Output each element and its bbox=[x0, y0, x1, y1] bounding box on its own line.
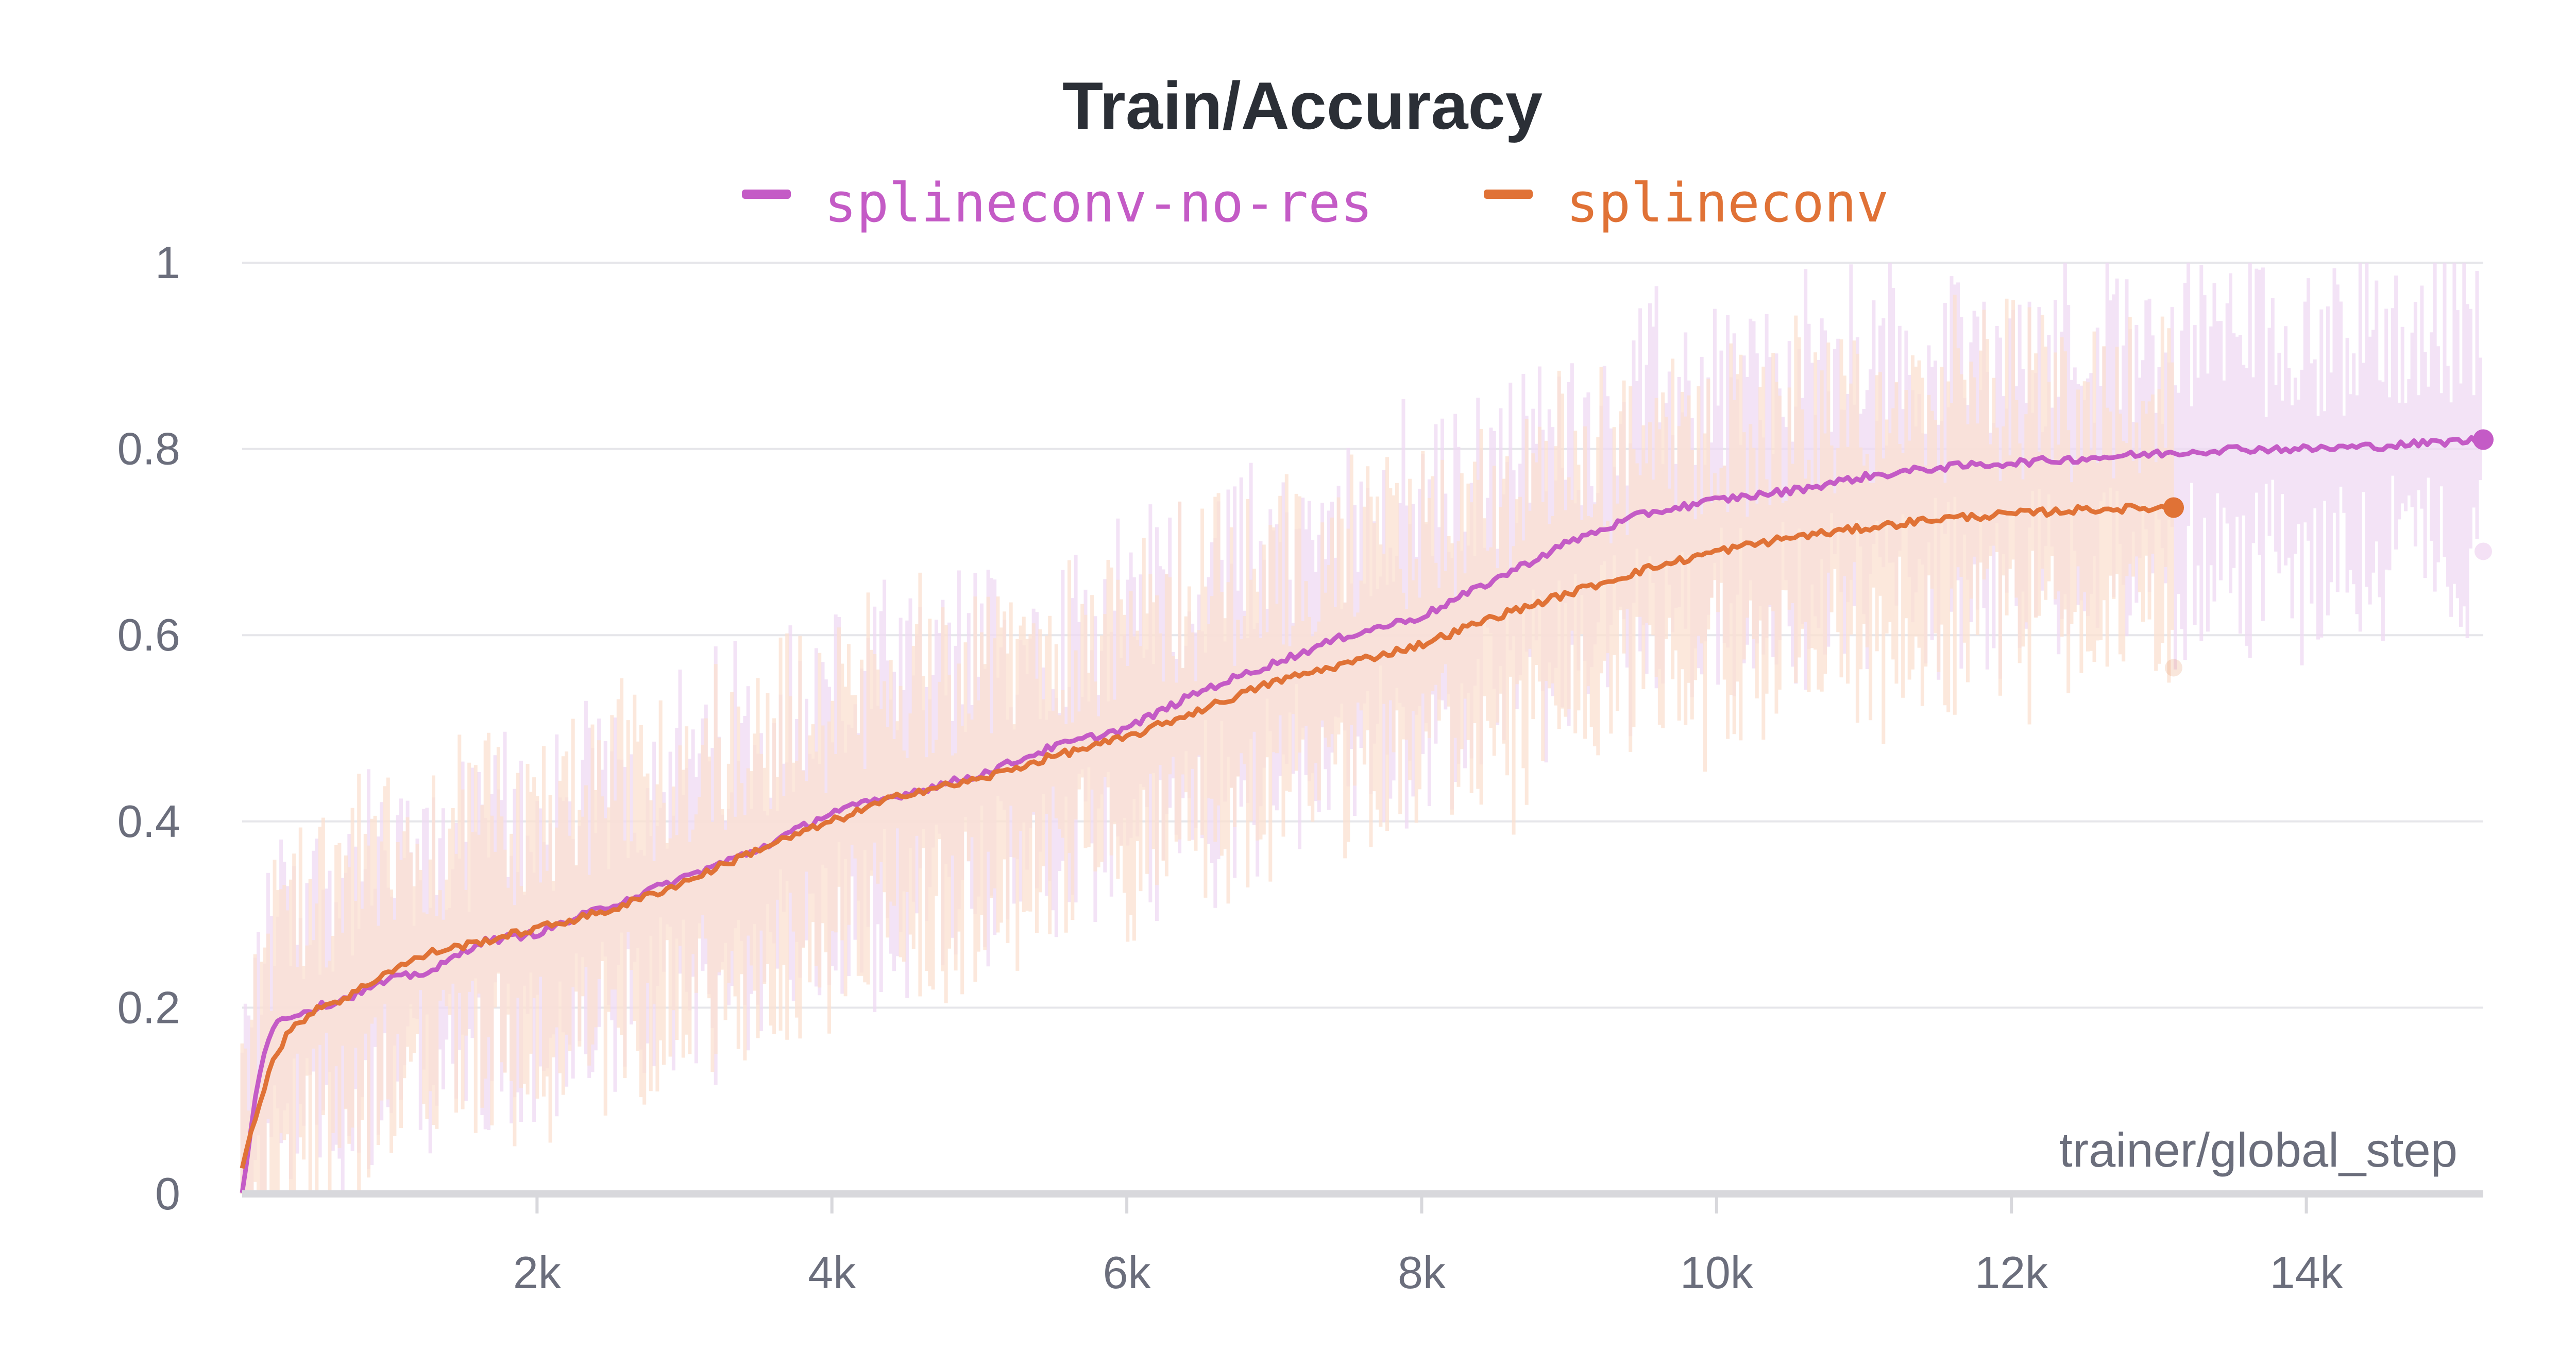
series-end-marker-1 bbox=[2473, 429, 2494, 450]
legend[interactable]: splineconv-no-res splineconv bbox=[742, 172, 1889, 234]
legend-swatch-series-2 bbox=[1484, 190, 1533, 199]
x-tick-label: 6k bbox=[1103, 1247, 1151, 1298]
x-axis-label: trainer/global_step bbox=[2059, 1123, 2458, 1177]
legend-label-series-1[interactable]: splineconv-no-res bbox=[824, 172, 1372, 234]
legend-swatch-series-1 bbox=[742, 190, 791, 199]
x-tick-label: 14k bbox=[2270, 1247, 2344, 1298]
x-tick-label: 4k bbox=[808, 1247, 856, 1298]
series-raw-end-marker-1 bbox=[2475, 542, 2492, 560]
y-tick-label: 0 bbox=[155, 1168, 180, 1219]
x-tick-label: 8k bbox=[1398, 1247, 1446, 1298]
chart-title: Train/Accuracy bbox=[1062, 68, 1543, 143]
legend-label-series-2[interactable]: splineconv bbox=[1566, 172, 1889, 234]
x-tick-label: 10k bbox=[1680, 1247, 1754, 1298]
y-tick-label: 0.8 bbox=[117, 423, 180, 474]
raw-noise-bands bbox=[240, 263, 2482, 1194]
x-tick-label: 12k bbox=[1975, 1247, 2048, 1298]
y-tick-label: 0.2 bbox=[117, 982, 180, 1033]
series-end-marker-2 bbox=[2163, 497, 2184, 518]
series-lines bbox=[240, 429, 2494, 1193]
series-raw-end-marker-2 bbox=[2165, 659, 2183, 677]
y-tick-label: 0.6 bbox=[117, 609, 180, 660]
y-tick-label: 1 bbox=[155, 237, 180, 288]
series-line-1 bbox=[240, 435, 2485, 1193]
series-line-2 bbox=[240, 503, 2175, 1169]
y-tick-label: 0.4 bbox=[117, 796, 180, 847]
x-tick-label: 2k bbox=[513, 1247, 562, 1298]
